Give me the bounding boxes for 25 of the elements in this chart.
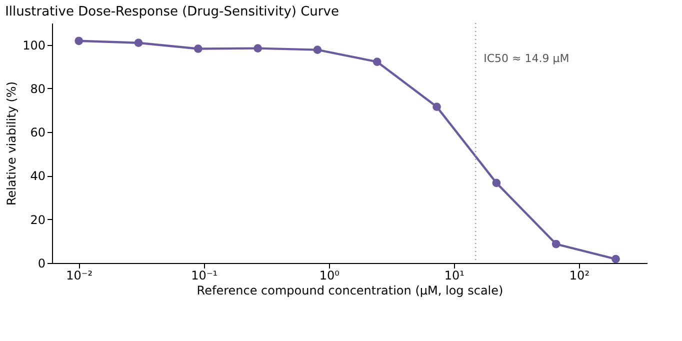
- x-tick-label: 10²: [569, 268, 590, 282]
- x-tick-label: 10⁻²: [66, 268, 93, 282]
- y-tick-label: 60: [30, 126, 46, 140]
- ref-line-label: IC50 ≈ 14.9 μM: [484, 52, 570, 65]
- x-tick-label: 10¹: [444, 268, 465, 282]
- y-tick-label: 100: [22, 38, 46, 52]
- point: [372, 58, 382, 66]
- point: [432, 102, 441, 111]
- point: [134, 38, 143, 48]
- y-tick-label: 20: [30, 212, 46, 227]
- x-tick-label: 10⁰: [319, 268, 340, 282]
- y-tick-label: 40: [30, 169, 46, 184]
- x-tick-label: 10⁻¹: [191, 268, 218, 282]
- x-axis-title: Reference compound concentration (μM, log scale): [196, 284, 504, 298]
- y-tick-label: 0: [38, 256, 46, 270]
- point: [254, 44, 262, 52]
- point: [492, 178, 501, 188]
- y-axis-title: Relative viability (%): [4, 81, 19, 206]
- point: [74, 36, 84, 46]
- y-tick-label: 80: [30, 82, 46, 96]
- point: [612, 254, 620, 264]
- point: [552, 240, 560, 248]
- point: [313, 46, 322, 54]
- chart-title: Illustrative Dose-Response (Drug-Sensitivity) Curve: [5, 4, 339, 20]
- point: [194, 44, 202, 53]
